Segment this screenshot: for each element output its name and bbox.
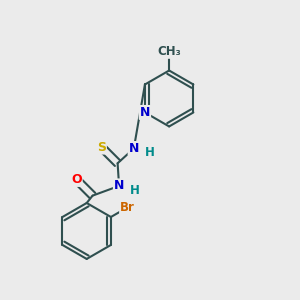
Text: N: N (140, 106, 150, 119)
Text: H: H (130, 184, 140, 197)
Text: N: N (114, 179, 124, 192)
Text: CH₃: CH₃ (157, 45, 181, 58)
Text: H: H (145, 146, 155, 159)
Text: O: O (71, 173, 82, 186)
Text: S: S (97, 141, 106, 154)
Text: Br: Br (120, 201, 135, 214)
Text: N: N (129, 142, 139, 155)
